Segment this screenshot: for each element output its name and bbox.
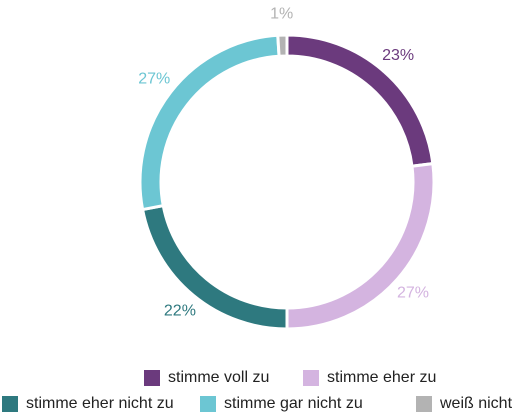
legend-label: stimme gar nicht zu (224, 395, 363, 412)
legend-swatch (416, 396, 432, 412)
data-label: 22% (164, 303, 196, 320)
legend-swatch (2, 396, 18, 412)
data-label: 1% (270, 5, 293, 22)
donut-segment (276, 33, 289, 58)
legend-swatch (144, 370, 160, 386)
legend-label: weiß nicht (439, 395, 513, 412)
data-label: 27% (397, 284, 429, 301)
data-label: 27% (138, 70, 170, 87)
legend-label: stimme eher zu (327, 369, 436, 386)
donut-segment (285, 161, 436, 331)
legend-label: stimme eher nicht zu (26, 395, 174, 412)
data-label: 23% (382, 47, 414, 64)
legend-swatch (303, 370, 319, 386)
legend-label: stimme voll zu (168, 369, 269, 386)
legend-swatch (200, 396, 216, 412)
donut-segment (138, 33, 281, 212)
